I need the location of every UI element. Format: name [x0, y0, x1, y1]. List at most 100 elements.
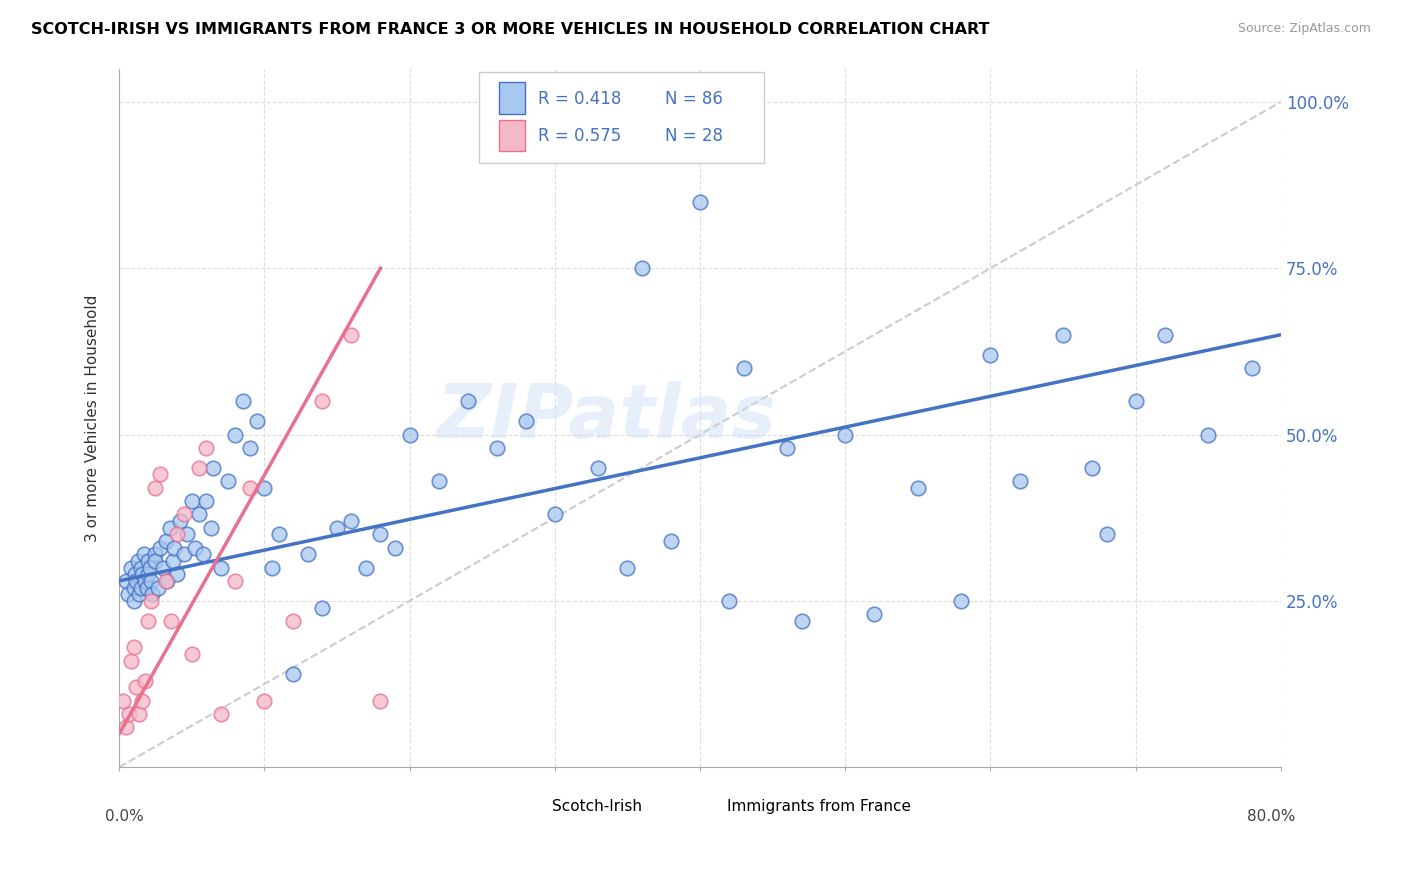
Point	[370, 527, 392, 541]
Point	[125, 681, 148, 695]
Point	[631, 261, 654, 276]
Point	[193, 547, 215, 561]
Point	[118, 706, 141, 721]
Point	[253, 481, 276, 495]
Point	[135, 581, 157, 595]
Text: Scotch-Irish: Scotch-Irish	[553, 799, 643, 814]
Bar	[499, 82, 524, 114]
Text: ZIPatlas: ZIPatlas	[437, 382, 778, 454]
Point	[515, 414, 537, 428]
Point	[149, 541, 172, 555]
Point	[224, 574, 246, 588]
Point	[124, 567, 146, 582]
Point	[1008, 474, 1031, 488]
Point	[152, 560, 174, 574]
Point	[187, 460, 209, 475]
Point	[169, 514, 191, 528]
Point	[246, 414, 269, 428]
Point	[143, 554, 166, 568]
Point	[260, 560, 283, 574]
Point	[340, 514, 363, 528]
Point	[907, 481, 929, 495]
Point	[718, 594, 741, 608]
Point	[155, 574, 177, 588]
Point	[457, 394, 479, 409]
Point	[115, 720, 138, 734]
Point	[129, 560, 152, 574]
Point	[128, 587, 150, 601]
Point	[143, 481, 166, 495]
Point	[427, 474, 450, 488]
Point	[183, 541, 205, 555]
Point	[231, 394, 253, 409]
Point	[253, 694, 276, 708]
Point	[733, 361, 755, 376]
Point	[173, 547, 195, 561]
Point	[120, 560, 142, 574]
Point	[283, 614, 305, 628]
Point	[689, 194, 711, 209]
Point	[224, 427, 246, 442]
Point	[340, 327, 363, 342]
Y-axis label: 3 or more Vehicles in Household: 3 or more Vehicles in Household	[86, 294, 100, 541]
Text: N = 28: N = 28	[665, 127, 723, 145]
Point	[143, 547, 166, 561]
Point	[790, 614, 813, 628]
Point	[1240, 361, 1263, 376]
Point	[134, 673, 156, 688]
Point	[129, 581, 152, 595]
Point	[834, 427, 856, 442]
Text: Immigrants from France: Immigrants from France	[727, 799, 911, 814]
Point	[1125, 394, 1147, 409]
Point	[1081, 460, 1104, 475]
Point	[134, 574, 156, 588]
Point	[776, 441, 799, 455]
Point	[122, 594, 145, 608]
Point	[173, 508, 195, 522]
Point	[544, 508, 567, 522]
Point	[131, 567, 153, 582]
Point	[209, 706, 232, 721]
Point	[138, 560, 160, 574]
Point	[616, 560, 638, 574]
Bar	[520, 796, 546, 818]
Point	[141, 587, 163, 601]
Point	[485, 441, 508, 455]
Point	[160, 614, 183, 628]
Point	[148, 581, 170, 595]
Point	[200, 521, 222, 535]
Point	[384, 541, 406, 555]
Point	[311, 394, 333, 409]
Point	[136, 567, 159, 582]
Text: SCOTCH-IRISH VS IMMIGRANTS FROM FRANCE 3 OR MORE VEHICLES IN HOUSEHOLD CORRELATI: SCOTCH-IRISH VS IMMIGRANTS FROM FRANCE 3…	[31, 22, 990, 37]
Point	[239, 441, 262, 455]
Text: R = 0.575: R = 0.575	[538, 127, 621, 145]
Point	[131, 694, 153, 708]
Point	[117, 587, 139, 601]
Point	[283, 667, 305, 681]
Point	[112, 694, 135, 708]
Point	[209, 560, 232, 574]
Point	[195, 494, 218, 508]
Point	[128, 706, 150, 721]
Point	[166, 567, 188, 582]
Point	[950, 594, 973, 608]
FancyBboxPatch shape	[479, 72, 763, 163]
Text: R = 0.418: R = 0.418	[538, 89, 621, 108]
Point	[354, 560, 377, 574]
Point	[180, 647, 202, 661]
Point	[155, 534, 177, 549]
Text: Source: ZipAtlas.com: Source: ZipAtlas.com	[1237, 22, 1371, 36]
Point	[1197, 427, 1219, 442]
Point	[1052, 327, 1074, 342]
Point	[187, 508, 209, 522]
Point	[863, 607, 886, 622]
Point	[202, 460, 225, 475]
Point	[326, 521, 349, 535]
Point	[139, 574, 162, 588]
Point	[136, 614, 159, 628]
Bar	[499, 120, 524, 151]
Point	[659, 534, 682, 549]
Text: 0.0%: 0.0%	[105, 809, 143, 824]
Point	[139, 594, 162, 608]
